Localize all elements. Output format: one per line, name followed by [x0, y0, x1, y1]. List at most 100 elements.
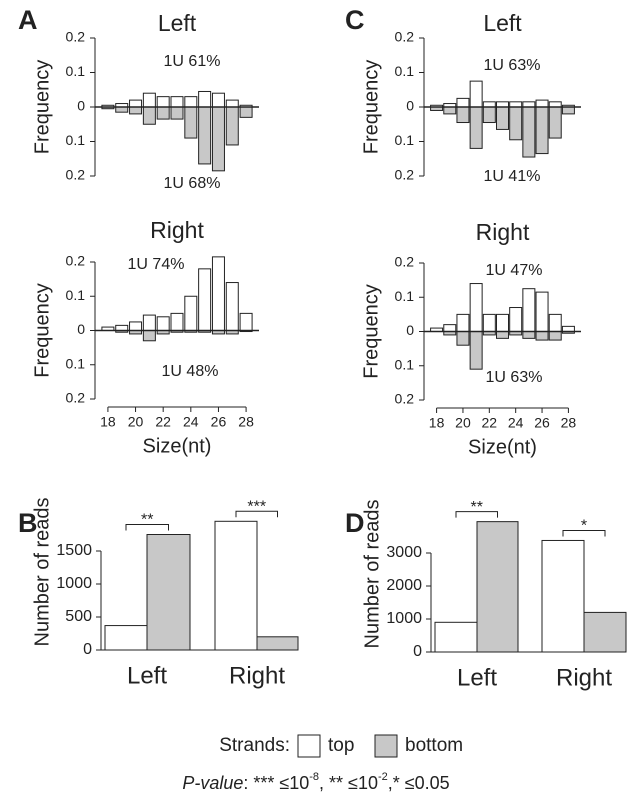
- y-tick-label: 0.2: [395, 254, 415, 270]
- y-tick-label: 0.2: [395, 167, 415, 183]
- x-tick-label: 22: [155, 414, 171, 430]
- bar: [129, 106, 143, 115]
- significance-label: **: [141, 512, 153, 529]
- chart-title: Right: [476, 219, 530, 245]
- y-tick-label: 0: [413, 643, 422, 660]
- bar: [561, 325, 575, 332]
- x-tick-label: 20: [455, 415, 471, 431]
- bar: [522, 331, 536, 339]
- bar: [443, 106, 457, 115]
- bar: [434, 621, 478, 653]
- annotation: 1U 41%: [484, 168, 541, 185]
- annotation: 1U 63%: [484, 57, 541, 74]
- bar: [239, 312, 253, 331]
- y-tick-label: 500: [65, 608, 92, 625]
- bar: [469, 331, 483, 370]
- y-axis-label: Frequency: [360, 60, 382, 155]
- bar: [211, 256, 225, 331]
- annotation: 1U 61%: [164, 53, 221, 70]
- significance-bracket: [562, 529, 606, 537]
- panel-letter: D: [345, 508, 365, 538]
- bar: [456, 97, 470, 108]
- x-tick-label: 28: [238, 414, 254, 430]
- significance-label: ***: [247, 499, 266, 516]
- bar: [482, 106, 496, 124]
- bar: [225, 99, 239, 108]
- y-tick-label: 0.1: [395, 63, 415, 79]
- x-tick-label: Right: [229, 662, 285, 689]
- x-tick-label: Left: [127, 662, 167, 689]
- bar: [535, 291, 549, 332]
- bar: [211, 106, 225, 172]
- x-tick-label: Left: [457, 664, 497, 691]
- bar: [476, 521, 519, 653]
- footnote-part: : *** ≤10: [243, 773, 309, 793]
- x-tick-label: 24: [183, 414, 199, 430]
- y-tick-label: 0: [77, 98, 85, 114]
- bar: [509, 106, 523, 141]
- y-tick-label: 0: [406, 98, 414, 114]
- bar: [469, 80, 483, 108]
- bar: [142, 314, 156, 331]
- annotation: 1U 48%: [162, 363, 219, 380]
- bar: [184, 106, 198, 139]
- bar: [214, 520, 258, 651]
- significance-bracket: [235, 510, 278, 518]
- bar: [509, 101, 523, 108]
- footnote-part: ,* ≤0.05: [388, 773, 450, 793]
- y-tick-label: 0.1: [66, 355, 86, 371]
- bar: [142, 92, 156, 108]
- legend-label: Strands:: [219, 735, 290, 756]
- bar: [561, 106, 575, 115]
- bar: [496, 313, 509, 332]
- legend-swatch: [374, 734, 398, 758]
- significance-label: *: [581, 518, 587, 535]
- x-axis-label: Size(nt): [143, 435, 212, 457]
- y-axis-label: Number of reads: [361, 500, 383, 649]
- chart-title: Left: [483, 10, 522, 36]
- bar: [548, 331, 562, 341]
- x-tick-label: 28: [561, 415, 577, 431]
- y-tick-label: 0.2: [66, 29, 86, 45]
- bar: [184, 295, 198, 331]
- bar: [583, 611, 627, 653]
- x-tick-label: 24: [508, 415, 524, 431]
- bar: [482, 313, 496, 332]
- bar: [522, 106, 536, 158]
- x-tick-label: Right: [556, 664, 612, 691]
- y-axis-label: Number of reads: [31, 498, 53, 647]
- y-tick-label: 0.1: [66, 287, 86, 303]
- bar: [115, 324, 129, 331]
- annotation: 1U 47%: [486, 262, 543, 279]
- panel-letter: C: [345, 5, 365, 35]
- bar: [184, 96, 198, 108]
- y-tick-label: 0.1: [395, 356, 415, 372]
- y-tick-label: 1000: [56, 575, 92, 592]
- annotation: 1U 68%: [164, 175, 221, 192]
- bar: [156, 316, 170, 331]
- y-tick-label: 0.1: [66, 132, 86, 148]
- x-tick-label: 26: [534, 415, 550, 431]
- y-axis-label: Frequency: [31, 60, 53, 155]
- bar: [469, 283, 483, 332]
- bar: [496, 331, 509, 339]
- bar: [496, 101, 509, 108]
- y-tick-label: 0.1: [395, 132, 415, 148]
- bar: [535, 331, 549, 341]
- y-tick-label: 0: [83, 641, 92, 658]
- bar: [156, 96, 170, 108]
- y-tick-label: 0.2: [395, 29, 415, 45]
- bar: [170, 312, 184, 331]
- bar: [522, 101, 536, 108]
- footnote: P-value: *** ≤10-8, ** ≤10-2,* ≤0.05: [182, 771, 449, 793]
- bar: [198, 106, 212, 165]
- y-axis-label: Frequency: [31, 283, 53, 378]
- bar: [129, 321, 143, 331]
- legend-entry: bottom: [405, 735, 463, 756]
- annotation: 1U 63%: [486, 369, 543, 386]
- chart-title: Left: [158, 10, 197, 36]
- legend-swatch: [297, 734, 321, 758]
- x-tick-label: 20: [128, 414, 144, 430]
- y-tick-label: 2000: [386, 577, 422, 594]
